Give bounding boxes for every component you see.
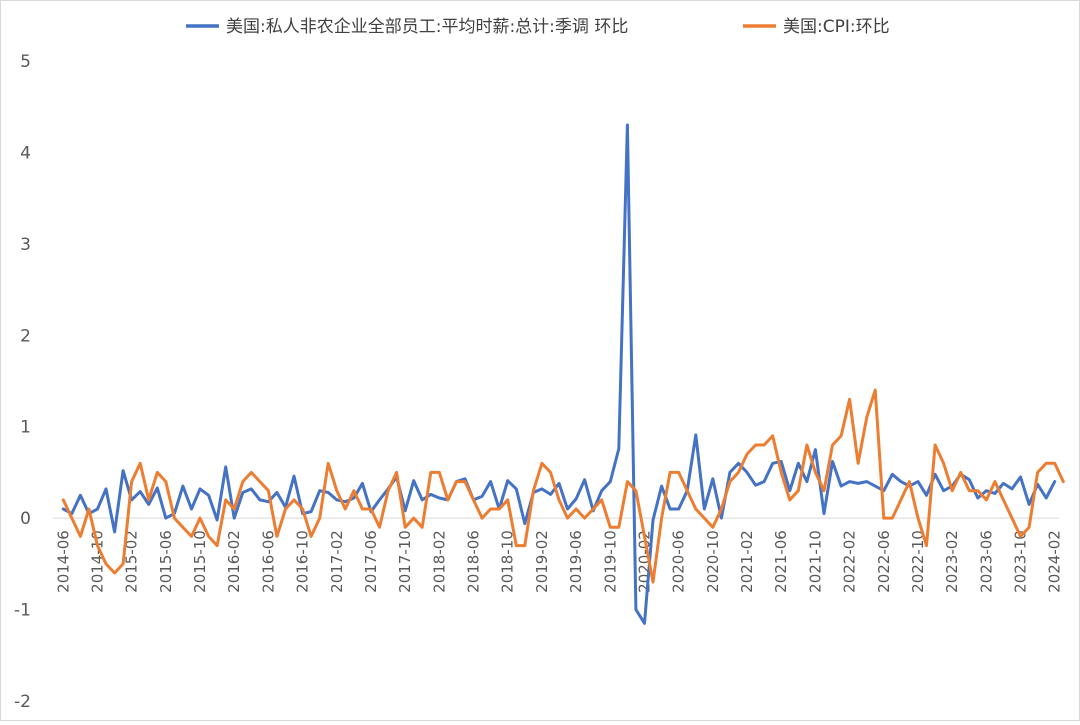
y-tick-label: 0 xyxy=(20,509,31,529)
x-tick-label: 2014-06 xyxy=(54,530,72,593)
x-tick-label: 2023-06 xyxy=(977,530,995,593)
x-tick-label: 2020-06 xyxy=(670,530,688,593)
y-tick-label: 2 xyxy=(20,326,31,346)
x-tick-label: 2016-10 xyxy=(294,530,312,593)
y-tick-label: 3 xyxy=(20,235,31,255)
x-tick-label: 2021-06 xyxy=(772,530,790,593)
y-tick-label: 5 xyxy=(20,52,31,72)
x-tick-label: 2017-02 xyxy=(328,530,346,593)
x-tick-label: 2014-10 xyxy=(88,530,106,593)
y-tick-label: 1 xyxy=(20,418,31,438)
x-tick-label: 2022-06 xyxy=(875,530,893,593)
x-tick-label: 2019-06 xyxy=(567,530,585,593)
x-tick-label: 2018-02 xyxy=(430,530,448,593)
x-tick-label: 2015-10 xyxy=(191,530,209,593)
x-tick-label: 2021-02 xyxy=(738,530,756,593)
y-axis: 5 4 3 2 1 0 -1 -2 xyxy=(14,52,31,712)
x-axis: 2014-06 2014-10 2015-02 2015-06 2015-10 2016-… xyxy=(54,530,1063,593)
x-tick-label: 2019-02 xyxy=(533,530,551,593)
x-tick-label: 2022-02 xyxy=(841,530,859,593)
legend-label-1: 美国:私人非农企业全部员工:平均时薪:总计:季调 环比 xyxy=(226,17,628,37)
x-tick-label: 2018-10 xyxy=(499,530,517,593)
x-tick-label: 2024-02 xyxy=(1046,530,1064,593)
y-tick-label: -2 xyxy=(14,692,31,712)
x-tick-label: 2023-02 xyxy=(943,530,961,593)
x-tick-label: 2016-06 xyxy=(259,530,277,593)
y-tick-label: -1 xyxy=(14,601,31,621)
x-tick-label: 2015-02 xyxy=(123,530,141,593)
x-tick-label: 2018-06 xyxy=(465,530,483,593)
x-tick-label: 2020-10 xyxy=(704,530,722,593)
x-tick-label: 2017-10 xyxy=(396,530,414,593)
x-tick-label: 2015-06 xyxy=(157,530,175,593)
y-tick-label: 4 xyxy=(20,143,31,163)
legend-label-2: 美国:CPI:环比 xyxy=(783,17,890,37)
x-tick-label: 2021-10 xyxy=(806,530,824,593)
x-tick-label: 2023-10 xyxy=(1012,530,1030,593)
x-tick-label: 2022-10 xyxy=(909,530,927,593)
x-tick-label: 2017-06 xyxy=(362,530,380,593)
legend: 美国:私人非农企业全部员工:平均时薪:总计:季调 环比 美国:CPI:环比 xyxy=(186,17,890,37)
series-line-1 xyxy=(61,123,1057,625)
plot-area xyxy=(61,123,1065,625)
x-tick-label: 2016-02 xyxy=(225,530,243,593)
series-line-2 xyxy=(61,388,1065,584)
x-tick-label: 2019-10 xyxy=(601,530,619,593)
